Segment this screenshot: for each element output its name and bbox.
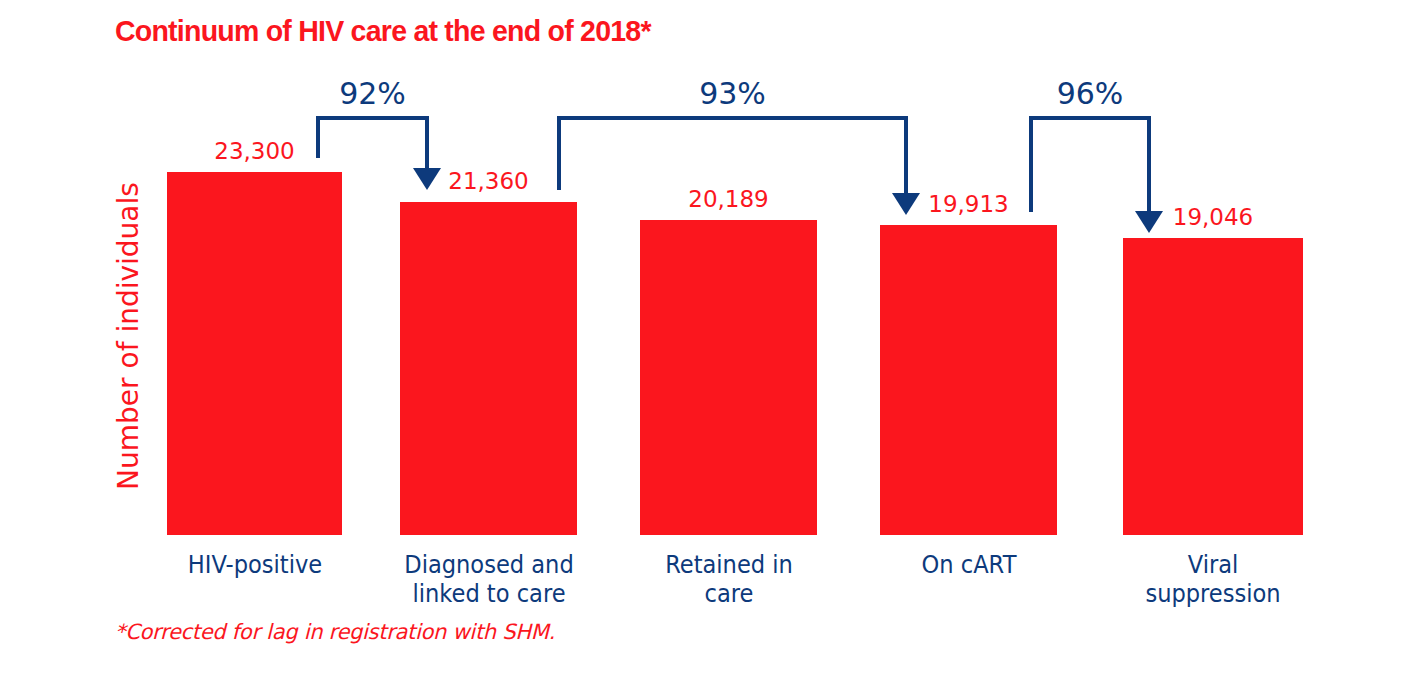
arrow-down-icon (892, 193, 920, 215)
category-line: Retained in (616, 551, 842, 580)
category-label-viral-suppression: Viral suppression (1100, 551, 1326, 609)
category-line: HIV-positive (142, 551, 368, 580)
transition-percent-label: 93% (559, 78, 906, 110)
category-label-hiv-positive: HIV-positive (142, 551, 368, 580)
transition-percent-label: 96% (1031, 78, 1149, 110)
bracket-left-leg (316, 116, 320, 158)
bracket-horizontal-line (1029, 116, 1151, 120)
bracket-left-leg (557, 116, 561, 190)
bar-on-cart (880, 225, 1057, 535)
bar-viral-suppression (1123, 238, 1303, 535)
bracket-right-leg (425, 116, 429, 168)
bracket-right-leg (904, 116, 908, 193)
category-line: Viral (1100, 551, 1326, 580)
category-line: linked to care (376, 580, 602, 609)
value-label-hiv-positive: 23,300 (127, 139, 382, 164)
value-label-retained-in-care: 20,189 (600, 187, 857, 212)
arrow-down-icon (1135, 211, 1163, 233)
hiv-care-continuum-chart: Continuum of HIV care at the end of 2018… (0, 0, 1417, 674)
value-label-on-cart: 19,913 (840, 192, 1097, 217)
value-label-viral-suppression: 19,046 (1083, 205, 1343, 230)
footnote: *Corrected for lag in registration with … (115, 620, 555, 644)
bar-diagnosed-linked-to-care (400, 202, 577, 535)
bracket-horizontal-line (316, 116, 429, 120)
category-label-diagnosed-linked-to-care: Diagnosed and linked to care (376, 551, 602, 609)
category-line: On cART (856, 551, 1082, 580)
category-line: suppression (1100, 580, 1326, 609)
category-line: Diagnosed and (376, 551, 602, 580)
bracket-horizontal-line (557, 116, 908, 120)
category-label-retained-in-care: Retained in care (616, 551, 842, 609)
bracket-left-leg (1029, 116, 1033, 212)
category-line: care (616, 580, 842, 609)
chart-title: Continuum of HIV care at the end of 2018… (115, 14, 651, 48)
value-label-diagnosed-linked-to-care: 21,360 (360, 169, 617, 194)
bracket-right-leg (1147, 116, 1151, 211)
transition-percent-label: 92% (318, 78, 427, 110)
arrow-down-icon (413, 168, 441, 190)
bar-hiv-positive (167, 172, 342, 535)
bar-retained-in-care (640, 220, 817, 535)
y-axis-label: Number of individuals (110, 170, 148, 502)
category-label-on-cart: On cART (856, 551, 1082, 580)
